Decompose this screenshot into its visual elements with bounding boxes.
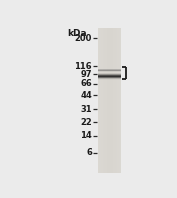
- Text: kDa: kDa: [67, 29, 87, 38]
- Bar: [109, 28, 110, 173]
- Text: 14: 14: [80, 131, 92, 140]
- Bar: [120, 28, 121, 173]
- Bar: [111, 28, 112, 173]
- Text: 200: 200: [75, 34, 92, 43]
- Bar: [107, 28, 108, 173]
- Text: 66: 66: [80, 79, 92, 88]
- Bar: [100, 28, 101, 173]
- Bar: [113, 28, 114, 173]
- Bar: [103, 28, 104, 173]
- Bar: [117, 28, 118, 173]
- Bar: [98, 28, 99, 173]
- Text: 116: 116: [75, 62, 92, 71]
- Bar: [108, 28, 109, 173]
- Bar: [102, 28, 103, 173]
- Bar: [101, 28, 102, 173]
- Bar: [119, 28, 120, 173]
- Bar: [118, 28, 119, 173]
- Bar: [112, 28, 113, 173]
- Bar: [98, 28, 121, 173]
- Bar: [114, 28, 115, 173]
- Bar: [115, 28, 116, 173]
- Text: 6: 6: [86, 148, 92, 157]
- Bar: [104, 28, 105, 173]
- Bar: [116, 28, 117, 173]
- Text: 97: 97: [81, 70, 92, 79]
- Text: 44: 44: [80, 91, 92, 100]
- Bar: [106, 28, 107, 173]
- Text: 22: 22: [80, 118, 92, 127]
- Text: 31: 31: [81, 105, 92, 114]
- Bar: [105, 28, 106, 173]
- Bar: [110, 28, 111, 173]
- Bar: [99, 28, 100, 173]
